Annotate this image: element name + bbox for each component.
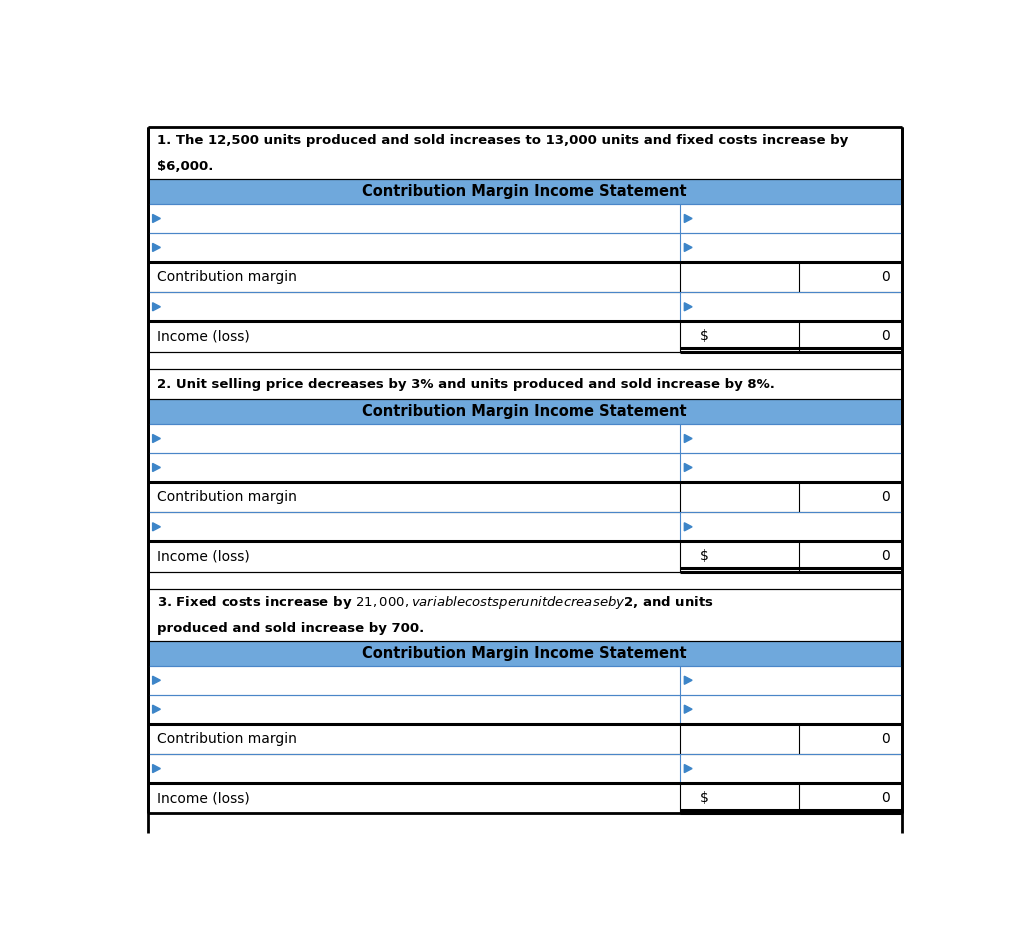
Polygon shape (684, 764, 692, 773)
Text: $: $ (699, 550, 709, 563)
Polygon shape (153, 705, 161, 713)
Bar (147, 292, 680, 321)
Bar (680, 482, 799, 512)
Bar (147, 666, 680, 695)
Bar (680, 512, 902, 541)
Polygon shape (153, 243, 161, 252)
Bar (147, 572, 902, 589)
Text: Contribution Margin Income Statement: Contribution Margin Income Statement (362, 184, 687, 199)
Text: Income (loss): Income (loss) (158, 791, 250, 806)
Polygon shape (684, 705, 692, 713)
Polygon shape (153, 676, 161, 684)
Bar (147, 400, 902, 424)
Text: Income (loss): Income (loss) (158, 329, 250, 343)
Polygon shape (684, 243, 692, 252)
Bar (680, 321, 799, 352)
Polygon shape (153, 764, 161, 773)
Text: $: $ (699, 329, 709, 343)
Bar (680, 754, 902, 783)
Bar (147, 754, 680, 783)
Text: 1. The 12,500 units produced and sold increases to 13,000 units and fixed costs : 1. The 12,500 units produced and sold in… (158, 133, 849, 147)
Text: Contribution Margin Income Statement: Contribution Margin Income Statement (362, 646, 687, 661)
Bar (799, 724, 902, 754)
Polygon shape (684, 676, 692, 684)
Text: 0: 0 (881, 732, 890, 745)
Text: 0: 0 (881, 791, 890, 806)
Bar (680, 424, 902, 453)
Polygon shape (684, 303, 692, 311)
Text: Contribution margin: Contribution margin (158, 270, 297, 284)
Text: 2. Unit selling price decreases by 3% and units produced and sold increase by 8%: 2. Unit selling price decreases by 3% an… (158, 378, 775, 391)
Text: 0: 0 (881, 329, 890, 343)
Text: 0: 0 (881, 270, 890, 284)
Bar (680, 453, 902, 482)
Bar (147, 180, 902, 204)
Bar (680, 233, 902, 262)
Polygon shape (153, 214, 161, 223)
Text: Income (loss): Income (loss) (158, 550, 250, 563)
Text: Contribution Margin Income Statement: Contribution Margin Income Statement (362, 404, 687, 419)
Text: Contribution margin: Contribution margin (158, 490, 297, 504)
Bar (680, 783, 799, 813)
Text: Contribution margin: Contribution margin (158, 732, 297, 745)
Polygon shape (153, 523, 161, 531)
Text: 0: 0 (881, 490, 890, 504)
Bar (680, 695, 902, 724)
Bar (147, 589, 902, 641)
Text: 0: 0 (881, 550, 890, 563)
Bar (680, 292, 902, 321)
Bar (147, 352, 902, 369)
Bar (799, 321, 902, 352)
Bar (147, 424, 680, 453)
Bar (147, 482, 680, 512)
Text: $: $ (699, 791, 709, 806)
Bar (680, 204, 902, 233)
Polygon shape (153, 303, 161, 311)
Bar (147, 453, 680, 482)
Bar (147, 512, 680, 541)
Bar (799, 541, 902, 572)
Polygon shape (684, 463, 692, 472)
Bar (680, 724, 799, 754)
Bar (799, 482, 902, 512)
Bar (147, 641, 902, 666)
Bar (147, 695, 680, 724)
Bar (147, 321, 680, 352)
Bar (147, 541, 680, 572)
Bar (147, 724, 680, 754)
Bar (799, 783, 902, 813)
Text: 3. Fixed costs increase by $21,000, variable costs per unit decrease by $2, and : 3. Fixed costs increase by $21,000, vari… (158, 593, 714, 611)
Text: $6,000.: $6,000. (158, 160, 214, 173)
Bar (680, 541, 799, 572)
Bar (147, 204, 680, 233)
Polygon shape (684, 523, 692, 531)
Bar (147, 783, 680, 813)
Bar (680, 262, 799, 292)
Bar (680, 666, 902, 695)
Bar (147, 369, 902, 400)
Polygon shape (153, 434, 161, 443)
Polygon shape (684, 214, 692, 223)
Bar (147, 233, 680, 262)
Bar (799, 262, 902, 292)
Polygon shape (153, 463, 161, 472)
Text: produced and sold increase by 700.: produced and sold increase by 700. (158, 621, 425, 634)
Polygon shape (684, 434, 692, 443)
Bar (147, 262, 680, 292)
Bar (147, 127, 902, 180)
